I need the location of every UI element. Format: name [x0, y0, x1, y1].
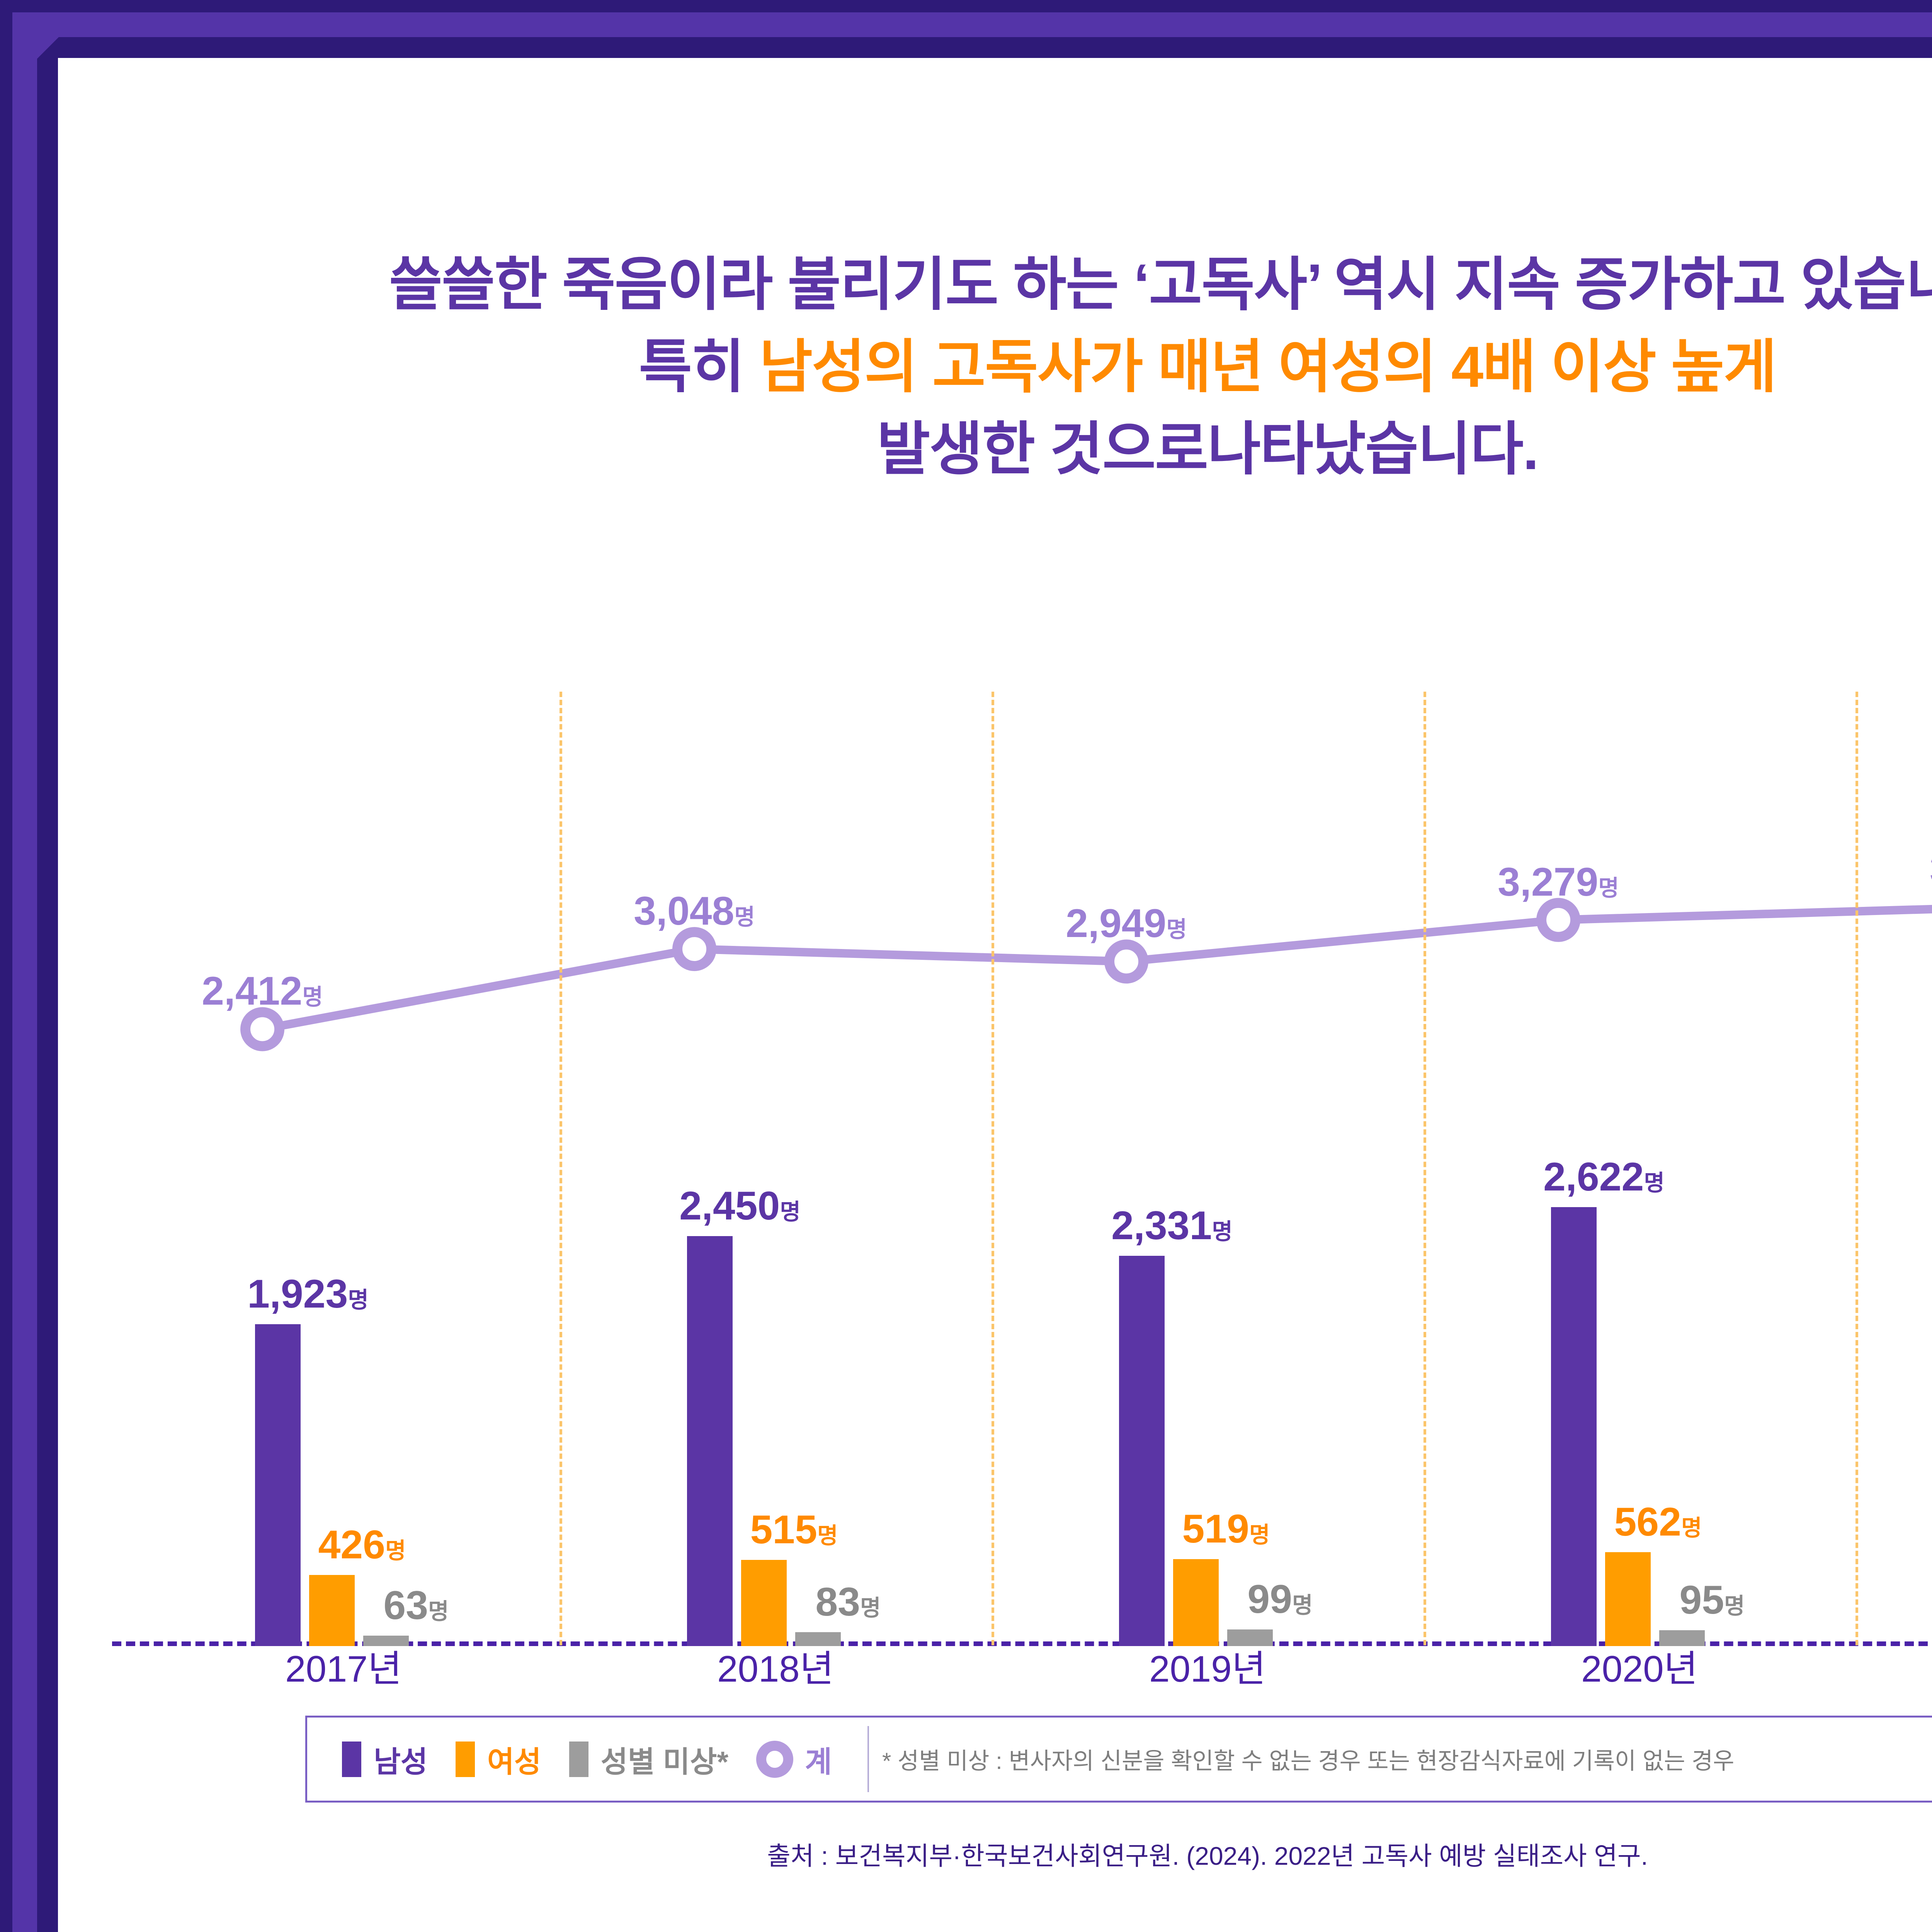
chart-bar-male: [1551, 1207, 1597, 1646]
chart-bar-unknown: [795, 1632, 841, 1646]
chart-bar-male: [255, 1324, 301, 1646]
chart-total-label: 3,279명: [1498, 859, 1619, 905]
headline-line-1: 쓸쓸한 죽음이라 불리기도 하는 ‘고독사’ 역시 지속 증가하고 있습니다.: [389, 252, 1932, 317]
chart-bar-label-male: 1,923명: [247, 1272, 369, 1317]
legend-item-male[interactable]: 남성: [342, 1738, 428, 1781]
total-line-marker-icon: [240, 1007, 284, 1051]
chart-bar-label-female: 519명: [1182, 1507, 1270, 1552]
headline-line-2: 특히 남성의 고독사가 매년 여성의 4배 이상 높게: [58, 326, 1932, 408]
chart-separator-line: [1423, 692, 1426, 1645]
chart-total-label: 3,048명: [634, 889, 755, 934]
chart-source: 출처 : 보건복지부·한국보건사회연구원. (2024). 2022년 고독사 …: [767, 1842, 1648, 1870]
chart-plot-area: 1,923명 426명 63명 2017년 2,412명 2,450명 515명 83명 201…: [112, 630, 1932, 1696]
legend-label-unknown: 성별 미상*: [600, 1745, 729, 1779]
legend-swatch-unknown-icon: [569, 1741, 588, 1777]
legend-swatch-male-icon: [342, 1741, 361, 1777]
headline-line-2-prefix: 특히: [639, 334, 760, 399]
total-line-marker-icon: [1536, 898, 1580, 942]
chart-baseline: [112, 1641, 1932, 1646]
chart-x-label: 2018년: [717, 1648, 834, 1690]
chart-bar-label-female: 515명: [750, 1507, 838, 1552]
chart-bar-unknown: [1659, 1630, 1705, 1646]
chart-x-label: 2019년: [1149, 1648, 1266, 1690]
chart-bar-female: [741, 1560, 787, 1646]
headline-line-2-highlight: 남성의 고독사가 매년 여성의 4배 이상 높게: [759, 334, 1777, 399]
chart-bar-label-unknown: 63명: [383, 1583, 449, 1628]
legend-divider: [867, 1726, 869, 1792]
legend-label-female: 여성: [487, 1745, 541, 1779]
headline-line-3: 발생한 것으로나타났습니다.: [877, 417, 1539, 481]
chart-total-label: 2,949명: [1066, 901, 1187, 946]
chart-bar-label-male: 2,450명: [679, 1183, 801, 1228]
headline: 쓸쓸한 죽음이라 불리기도 하는 ‘고독사’ 역시 지속 증가하고 있습니다. …: [58, 243, 1932, 490]
chart-bar-unknown: [1227, 1629, 1273, 1646]
legend-ring-total-icon: [756, 1740, 794, 1778]
chart-region: 1,923명 426명 63명 2017년 2,412명 2,450명 515명 83명 201…: [112, 630, 1932, 1696]
chart-x-label: 2020년: [1581, 1648, 1698, 1690]
chart-bar-label-unknown: 99명: [1247, 1577, 1313, 1622]
chart-bar-male: [1119, 1256, 1165, 1646]
total-line-marker-icon: [1104, 939, 1148, 984]
legend-item-total[interactable]: 계: [756, 1738, 832, 1781]
chart-bar-male: [687, 1236, 733, 1646]
legend-items: 남성 여성 성별 미상* 계: [307, 1738, 860, 1781]
chart-separator-line: [1855, 692, 1858, 1645]
legend-footnote: * 성별 미상 : 변사자의 신분을 확인할 수 없는 경우 또는 현장감식자료…: [882, 1748, 1735, 1774]
chart-separator-line: [560, 692, 562, 1645]
chart-separator-line: [992, 692, 994, 1645]
chart-bar-label-unknown: 83명: [815, 1580, 881, 1625]
total-line-marker-icon: [672, 927, 716, 971]
chart-bar-label-female: 562명: [1614, 1499, 1702, 1544]
chart-bar-female: [1605, 1552, 1651, 1646]
chart-legend: 남성 여성 성별 미상* 계 * 성별 미상 : 변사자의 신분을 확인할 수 …: [305, 1716, 1932, 1803]
chart-bar-female: [1173, 1559, 1219, 1646]
chart-bar-female: [309, 1575, 355, 1646]
chart-bar-label-female: 426명: [318, 1522, 406, 1567]
chart-bar-label-male: 2,622명: [1543, 1155, 1665, 1200]
poster-canvas: 쓸쓸한 죽음이라 불리기도 하는 ‘고독사’ 역시 지속 증가하고 있습니다. …: [58, 58, 1932, 1932]
legend-item-unknown[interactable]: 성별 미상*: [569, 1738, 728, 1781]
legend-label-male: 남성: [374, 1745, 428, 1779]
legend-label-total: 계: [805, 1745, 832, 1779]
chart-bar-label-unknown: 95명: [1679, 1577, 1745, 1622]
total-line-series: [240, 898, 1932, 1051]
legend-swatch-female-icon: [455, 1741, 475, 1777]
legend-item-female[interactable]: 여성: [455, 1738, 541, 1781]
chart-x-label: 2017년: [285, 1648, 402, 1690]
chart-total-label: 3,378명: [1930, 849, 1932, 889]
chart-bar-label-male: 2,331명: [1111, 1203, 1233, 1248]
chart-total-label: 2,412명: [202, 969, 323, 1014]
chart-bar-unknown: [363, 1635, 409, 1646]
